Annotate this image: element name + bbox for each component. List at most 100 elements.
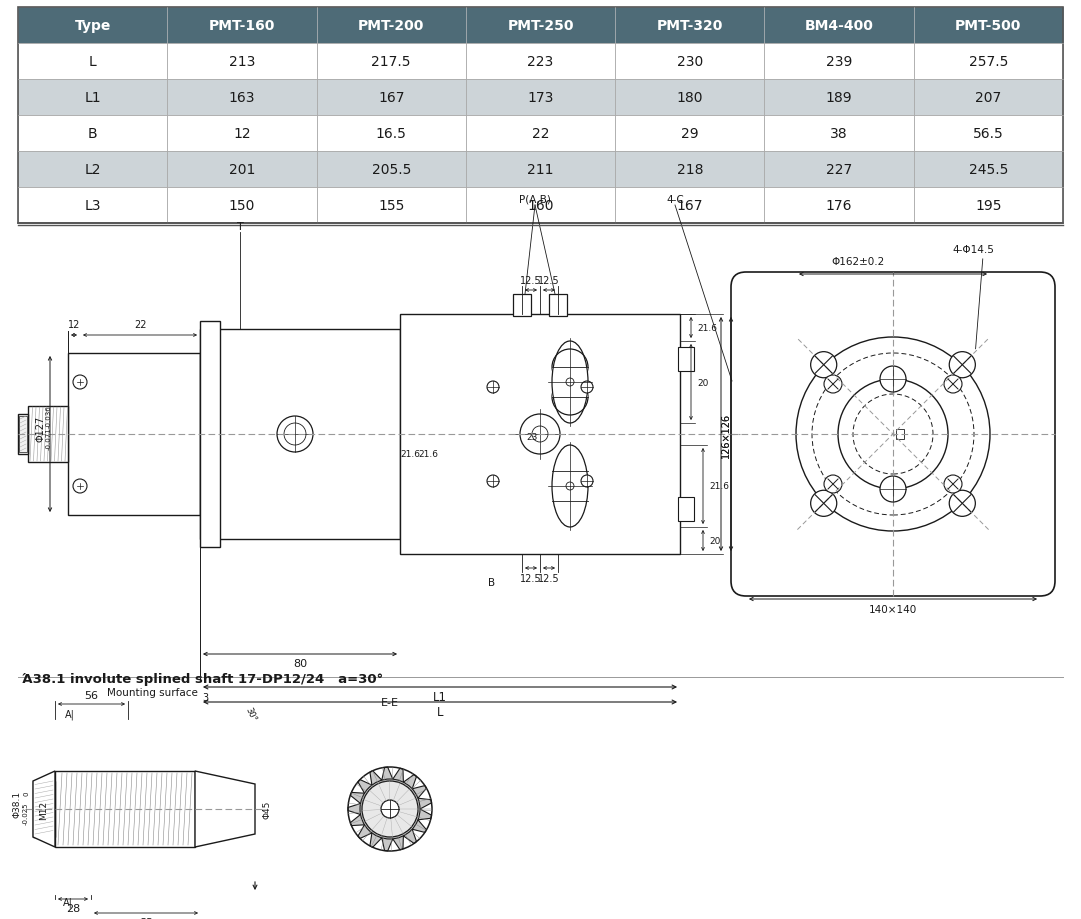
Text: -0.025: -0.025 [23,802,29,824]
Bar [615,44,764,80]
Text: 12.5: 12.5 [520,573,542,584]
Bar [18,116,168,152]
Text: 150: 150 [229,199,255,213]
Text: P(A,B): P(A,B) [519,195,551,205]
Text: PMT-320: PMT-320 [656,19,723,33]
Text: 227: 227 [826,163,852,176]
Circle shape [811,352,837,379]
Bar [168,187,317,223]
Text: 126×126: 126×126 [721,412,731,457]
Bar [466,44,615,80]
Text: 140×140: 140×140 [869,605,917,614]
Bar [18,8,1063,223]
Text: B: B [489,577,495,587]
Text: 223: 223 [528,55,553,69]
Bar [317,152,466,187]
Text: 218: 218 [677,163,703,176]
Text: 56: 56 [84,690,98,700]
Circle shape [580,475,593,487]
Text: PMT-160: PMT-160 [209,19,276,33]
Bar [466,187,615,223]
Bar [615,187,764,223]
Text: L3: L3 [84,199,101,213]
Text: 195: 195 [975,199,1002,213]
Circle shape [824,376,842,393]
Text: T: T [237,221,243,232]
Text: 155: 155 [378,199,404,213]
Circle shape [566,482,574,491]
Bar [168,8,317,44]
Text: 126×126: 126×126 [721,412,731,457]
Text: -0.036: -0.036 [46,405,52,428]
Text: 16.5: 16.5 [376,127,406,141]
Text: 20: 20 [709,537,720,545]
Text: 30°: 30° [243,706,257,723]
Bar [18,44,168,80]
Text: 82: 82 [138,917,154,919]
Circle shape [949,352,975,379]
Bar [466,116,615,152]
Text: 21.6: 21.6 [400,450,421,459]
Bar [913,8,1063,44]
Bar [549,295,568,317]
Text: L: L [89,55,96,69]
Bar [764,152,913,187]
Text: 12.5: 12.5 [538,573,560,584]
Text: PMT-500: PMT-500 [956,19,1022,33]
Text: BM4-400: BM4-400 [804,19,873,33]
Text: 211: 211 [528,163,553,176]
Text: 23: 23 [526,433,537,442]
Polygon shape [348,767,431,851]
Bar [466,152,615,187]
Text: 167: 167 [378,91,404,105]
Circle shape [362,781,418,837]
Text: Ά38.1 involute splined shaft 17-DP12/24   a=30°: Ά38.1 involute splined shaft 17-DP12/24 … [22,673,383,686]
Text: 3: 3 [202,692,208,702]
Bar [764,187,913,223]
Bar [18,80,168,116]
Circle shape [796,337,990,531]
Text: L2: L2 [84,163,101,176]
Text: Type: Type [75,19,111,33]
Circle shape [949,491,975,516]
Polygon shape [195,771,255,847]
Bar [19,416,27,452]
Text: 4-Φ14.5: 4-Φ14.5 [952,244,993,255]
Text: 21.6: 21.6 [697,323,717,333]
Text: 56.5: 56.5 [973,127,1004,141]
Bar [552,368,588,398]
Text: Φ38.1: Φ38.1 [13,789,22,817]
Bar [513,295,531,317]
Text: 12: 12 [233,127,251,141]
Text: E-E: E-E [381,698,399,708]
Bar [615,116,764,152]
Bar [317,80,466,116]
Polygon shape [34,771,55,847]
Bar [913,44,1063,80]
Text: 80: 80 [293,658,307,668]
Text: 167: 167 [677,199,703,213]
FancyBboxPatch shape [731,273,1055,596]
Bar [168,116,317,152]
Text: Mounting surface: Mounting surface [107,687,198,698]
Text: 21.6: 21.6 [709,482,729,491]
Text: 205.5: 205.5 [372,163,411,176]
Bar [18,187,168,223]
Bar [913,80,1063,116]
Text: 207: 207 [975,91,1001,105]
Text: 21.6: 21.6 [418,450,438,459]
Bar [168,80,317,116]
Text: 180: 180 [677,91,703,105]
Circle shape [880,476,906,503]
Text: B: B [88,127,97,141]
Text: 4-C: 4-C [666,195,684,205]
Text: 22: 22 [532,127,549,141]
Bar [466,8,615,44]
Circle shape [824,475,842,494]
Bar [615,8,764,44]
Bar [400,314,680,554]
Bar [896,429,904,439]
Text: A|: A| [63,897,72,908]
Bar [200,330,400,539]
Text: PMT-250: PMT-250 [507,19,574,33]
